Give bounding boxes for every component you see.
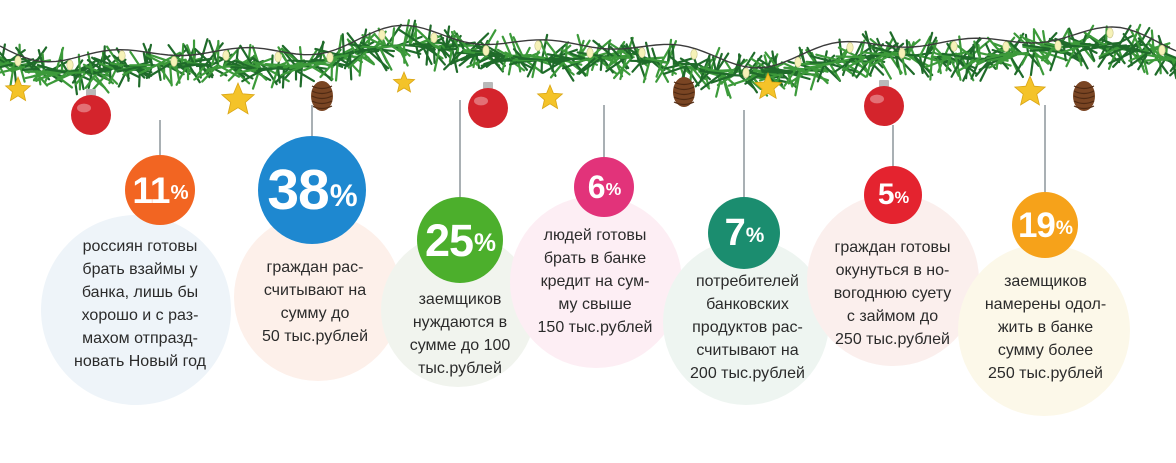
ornament-string xyxy=(311,105,313,136)
percent-value: 6 xyxy=(587,169,606,205)
percent-badge: 5% xyxy=(864,166,922,224)
percent-badge: 38% xyxy=(258,136,366,244)
string-light-icon xyxy=(326,52,334,63)
red-bauble-icon xyxy=(71,95,111,135)
percent-badge: 6% xyxy=(574,157,634,217)
percent-badge: 25% xyxy=(417,197,503,283)
gold-star-icon xyxy=(4,75,32,102)
ornament-description: граждан рас- считывают на сумму до 50 ты… xyxy=(261,259,369,345)
pine-cone-icon xyxy=(1073,81,1095,111)
percent-badge: 7% xyxy=(708,197,780,269)
string-light-icon xyxy=(1002,41,1010,52)
ornament-string xyxy=(459,100,461,197)
ornament-description: заемщиков намерены одол- жить в банке су… xyxy=(984,273,1107,382)
garland-wire xyxy=(0,24,1176,69)
ornament-string xyxy=(1044,105,1046,192)
string-light-icon xyxy=(846,42,854,53)
percent-sign: % xyxy=(1055,217,1073,239)
percent-sign: % xyxy=(329,177,358,213)
percent-value: 19 xyxy=(1017,205,1056,245)
ornament-string xyxy=(892,125,894,166)
gold-star-icon xyxy=(753,71,783,100)
ornament-description: людей готовы брать в банке кредит на сум… xyxy=(537,227,653,336)
ornament-description: граждан готовы окунуться в но- вогоднюю … xyxy=(833,239,952,348)
percent-value: 7 xyxy=(724,212,746,254)
gold-star-icon xyxy=(1013,74,1047,106)
string-light-icon xyxy=(66,59,74,71)
bauble-cap xyxy=(483,82,493,89)
pine-cone-icon xyxy=(311,81,333,111)
string-light-icon xyxy=(1158,44,1166,56)
bauble-cap xyxy=(86,89,96,96)
ornament-background xyxy=(958,244,1130,416)
string-light-icon xyxy=(742,67,750,79)
ornament-string xyxy=(603,105,605,157)
ornament-background xyxy=(510,196,682,368)
string-light-icon xyxy=(586,47,594,59)
string-light-icon xyxy=(638,47,646,59)
percent-badge: 19% xyxy=(1012,192,1078,258)
string-light-icon xyxy=(14,55,22,67)
gold-star-icon xyxy=(392,70,416,93)
ornament-description: потребителей банковских продуктов рас- с… xyxy=(690,273,805,382)
percent-value: 25 xyxy=(424,214,474,266)
string-light-icon xyxy=(950,40,958,52)
percent-sign: % xyxy=(894,188,910,207)
string-light-icon xyxy=(118,50,126,61)
percent-sign: % xyxy=(170,182,189,205)
pine-cone-icon xyxy=(673,77,695,107)
string-light-icon xyxy=(222,50,230,61)
percent-value: 5 xyxy=(877,178,895,211)
red-bauble-icon xyxy=(468,88,508,128)
ornament-background xyxy=(41,215,231,405)
string-light-icon xyxy=(170,56,178,67)
string-light-icon xyxy=(690,48,698,60)
string-light-icon xyxy=(430,32,438,44)
gold-star-icon xyxy=(536,83,564,110)
percent-badge: 11% xyxy=(125,155,195,225)
string-light-icon xyxy=(1106,27,1114,39)
bauble-cap xyxy=(879,80,889,87)
string-light-icon xyxy=(378,29,386,41)
string-light-icon xyxy=(482,45,490,56)
ornament-description: россиян готовы брать взаймы у банка, лиш… xyxy=(74,238,206,370)
string-light-icon xyxy=(1054,40,1062,51)
string-light-icon xyxy=(534,40,542,52)
percent-sign: % xyxy=(474,229,496,257)
ornament-string xyxy=(743,110,745,197)
red-bauble-icon xyxy=(864,86,904,126)
percent-value: 38 xyxy=(267,157,329,222)
ornament-string xyxy=(159,120,161,155)
string-light-icon xyxy=(898,47,906,59)
percent-sign: % xyxy=(605,179,622,200)
string-light-icon xyxy=(794,56,802,68)
percent-sign: % xyxy=(745,224,765,248)
gold-star-icon xyxy=(220,81,256,115)
percent-value: 11 xyxy=(132,169,170,211)
christmas-garland xyxy=(0,19,1176,135)
ornament-description: заемщиков нуждаются в сумме до 100 тыс.р… xyxy=(409,291,511,377)
string-light-icon xyxy=(274,51,282,63)
